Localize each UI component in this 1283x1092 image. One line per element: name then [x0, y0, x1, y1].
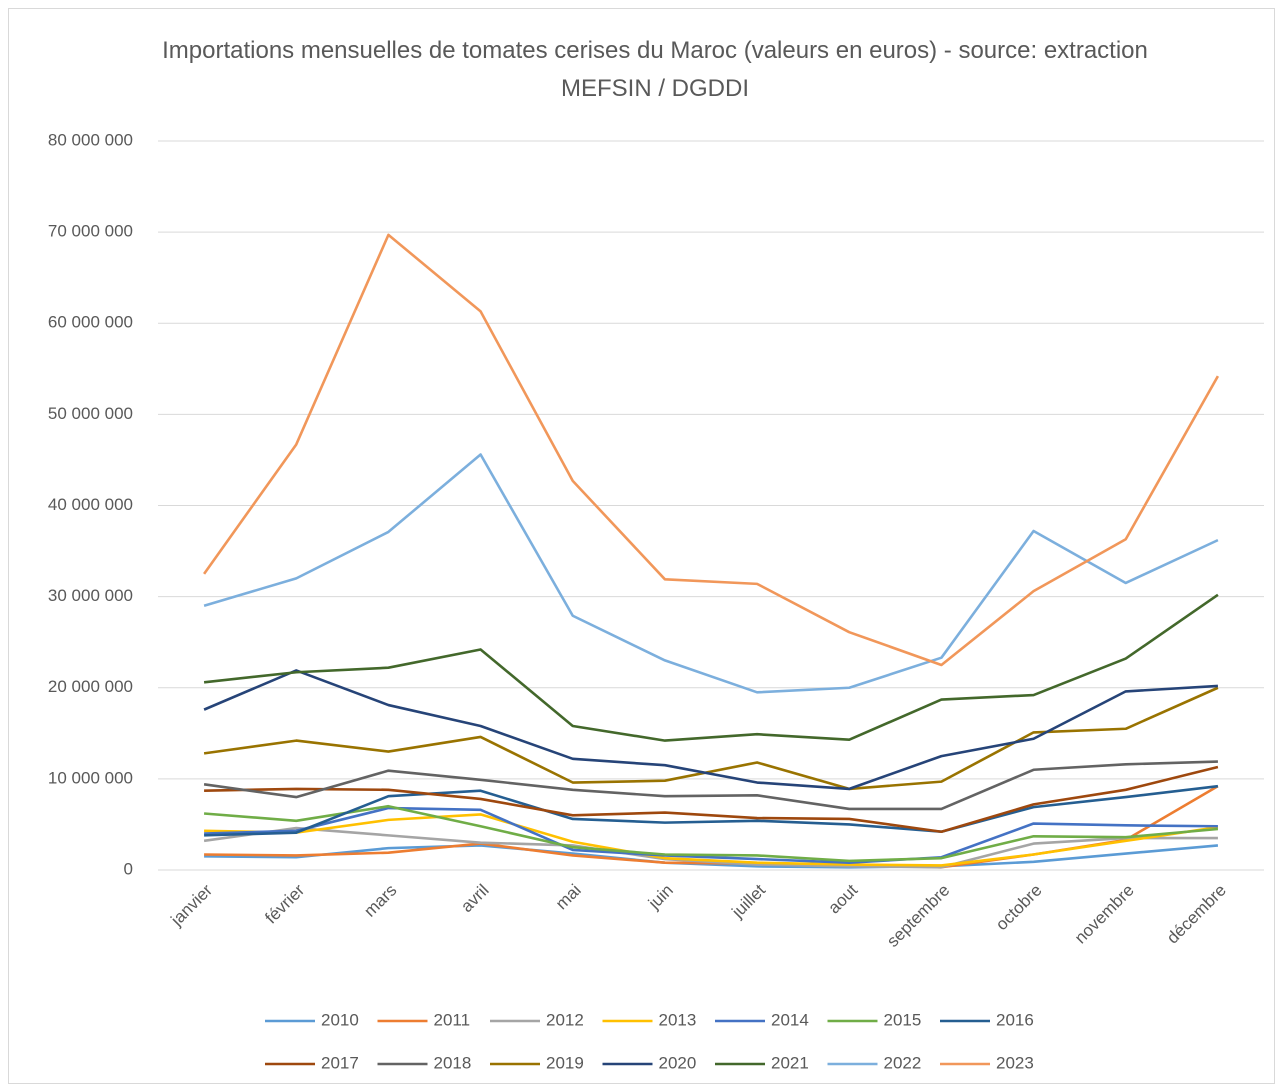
- legend-label: 2014: [771, 1010, 809, 1029]
- y-tick-label: 0: [124, 859, 133, 878]
- series-line: [203, 760, 1218, 811]
- series-line: [204, 784, 1219, 837]
- y-tick-label: 60 000 000: [48, 313, 133, 332]
- chart-title: Importations mensuelles de tomates ceris…: [162, 37, 1148, 102]
- legend-label: 2018: [434, 1053, 472, 1072]
- legend-label: 2013: [659, 1010, 697, 1029]
- y-tick-label: 50 000 000: [48, 404, 133, 423]
- legend-label: 2019: [546, 1053, 584, 1072]
- legend-label: 2016: [996, 1010, 1034, 1029]
- legend-label: 2022: [884, 1053, 922, 1072]
- legend-label: 2015: [884, 1010, 922, 1029]
- series-line: [204, 813, 1219, 867]
- chart-frame: [8, 8, 1275, 1084]
- series-line: [203, 233, 1220, 667]
- series-line: [204, 765, 1219, 834]
- legend-label: 2012: [546, 1010, 584, 1029]
- series-line: [204, 844, 1219, 869]
- y-tick-label: 40 000 000: [48, 495, 133, 514]
- legend-label: 2020: [659, 1053, 697, 1072]
- series-line: [204, 806, 1218, 865]
- legend-label: 2017: [321, 1053, 359, 1072]
- y-tick-label: 10 000 000: [48, 768, 133, 787]
- legend-label: 2011: [434, 1010, 471, 1029]
- series-line: [203, 669, 1218, 791]
- series-line: [203, 826, 1218, 869]
- series-line: [203, 804, 1219, 863]
- legend-label: 2010: [321, 1010, 359, 1029]
- legend-label: 2023: [996, 1053, 1034, 1072]
- legend-label: 2021: [771, 1053, 809, 1072]
- series-line: [203, 593, 1219, 742]
- y-tick-label: 80 000 000: [48, 130, 133, 149]
- y-tick-label: 20 000 000: [48, 677, 133, 696]
- y-tick-label: 30 000 000: [48, 586, 133, 605]
- series-line: [203, 453, 1219, 694]
- y-tick-label: 70 000 000: [48, 222, 133, 241]
